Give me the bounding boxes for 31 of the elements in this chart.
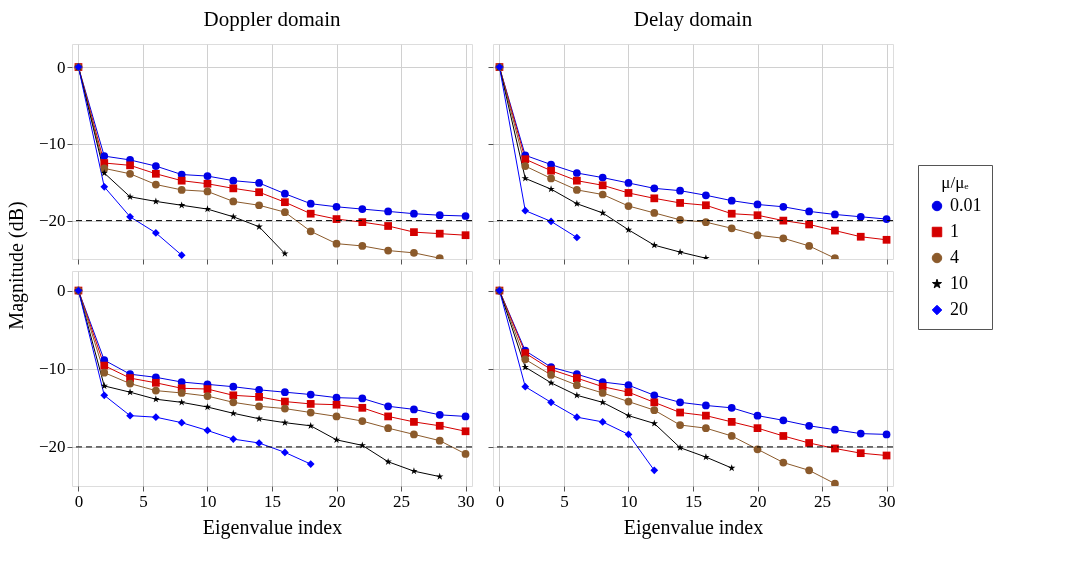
chart-title: Doppler domain [203, 7, 342, 31]
x-tick-label: 25 [393, 491, 411, 511]
x-tick-label: 20 [749, 491, 767, 511]
legend-label: 20 [950, 299, 968, 319]
legend-label: 0.01 [950, 195, 982, 215]
y-tick-label: −10 [38, 134, 66, 154]
legend-label: 1 [950, 221, 959, 241]
y-axis-title: Magnitude (dB) [4, 201, 28, 330]
legend-label: 4 [950, 247, 959, 267]
x-tick-label: 10 [199, 491, 217, 511]
x-tick-label: 10 [620, 491, 638, 511]
y-tick-label: −10 [38, 359, 66, 379]
y-tick-label: 0 [57, 281, 66, 301]
x-tick-label: 15 [685, 491, 702, 511]
x-tick-label: 30 [457, 491, 475, 511]
x-tick-label: 5 [560, 491, 569, 511]
x-axis-title: Eigenvalue index [202, 515, 343, 539]
x-tick-label: 0 [495, 491, 505, 511]
x-tick-label: 20 [328, 491, 346, 511]
legend-title: μ/μₑ [941, 173, 970, 192]
y-tick-label: 0 [57, 57, 66, 77]
x-tick-label: 25 [814, 491, 832, 511]
x-tick-label: 5 [139, 491, 148, 511]
y-tick-label: −20 [38, 437, 66, 457]
chart-title: Delay domain [633, 7, 753, 31]
legend-label: 10 [950, 273, 968, 293]
x-axis-title: Eigenvalue index [623, 515, 764, 539]
x-tick-label: 30 [878, 491, 896, 511]
x-tick-label: 0 [74, 491, 84, 511]
x-tick-label: 15 [264, 491, 281, 511]
y-tick-label: −20 [38, 211, 66, 231]
